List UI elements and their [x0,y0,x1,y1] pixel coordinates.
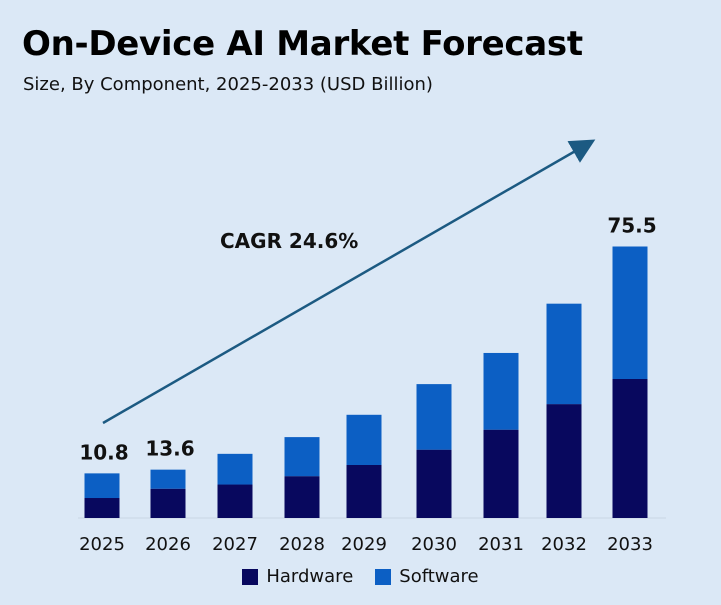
bar-software-2033 [612,246,648,379]
bar-software-2032 [546,303,582,405]
bar-software-2028 [284,437,320,477]
bar-hardware-2031 [483,429,519,518]
bar-hardware-2025 [84,498,120,518]
data-label-2033: 75.5 [607,213,656,237]
bar-hardware-2033 [612,378,648,518]
bar-software-2029 [346,414,382,466]
x-tick-label-2027: 2027 [212,534,258,555]
stacked-bar-chart: CAGR 24.6% 2025 2026 2027 2028 2029 2030 2031 2… [78,139,666,555]
legend-item-hardware: Hardware [242,566,353,587]
bar-software-2031 [483,352,519,430]
bar-hardware-2029 [346,465,382,518]
legend-label-software: Software [399,566,479,587]
bar-hardware-2026 [150,488,186,518]
bar-software-2027 [217,453,253,485]
cagr-arrow [102,139,596,425]
x-tick-label-2025: 2025 [79,534,125,555]
bar-hardware-2027 [217,484,253,518]
cagr-annotation: CAGR 24.6% [220,229,358,253]
x-tick-label-2026: 2026 [145,534,191,555]
legend-swatch-hardware [242,568,259,585]
bar-software-2025 [84,473,120,499]
bars-group [84,246,648,518]
data-label-2026: 13.6 [145,437,194,461]
legend-swatch-software [375,568,392,585]
data-label-2025: 10.8 [79,440,128,464]
legend-label-hardware: Hardware [266,566,354,587]
x-tick-label-2032: 2032 [541,534,587,555]
x-tick-label-2033: 2033 [607,534,653,555]
legend: Hardware Software [0,566,721,587]
bar-software-2030 [416,384,452,450]
chart-subtitle: Size, By Component, 2025-2033 (USD Billi… [23,74,433,95]
x-tick-label-2031: 2031 [478,534,524,555]
bar-hardware-2030 [416,449,452,518]
x-tick-label-2029: 2029 [341,534,387,555]
data-labels: 10.8 13.6 75.5 [79,213,656,464]
bar-software-2026 [150,469,186,489]
x-tick-label-2028: 2028 [279,534,325,555]
legend-item-software: Software [375,566,479,587]
x-tick-labels: 2025 2026 2027 2028 2029 2030 2031 2032 2033 [79,534,653,555]
bar-hardware-2028 [284,476,320,518]
chart-title: On-Device AI Market Forecast [22,24,583,64]
x-tick-label-2030: 2030 [411,534,457,555]
bar-hardware-2032 [546,404,582,518]
